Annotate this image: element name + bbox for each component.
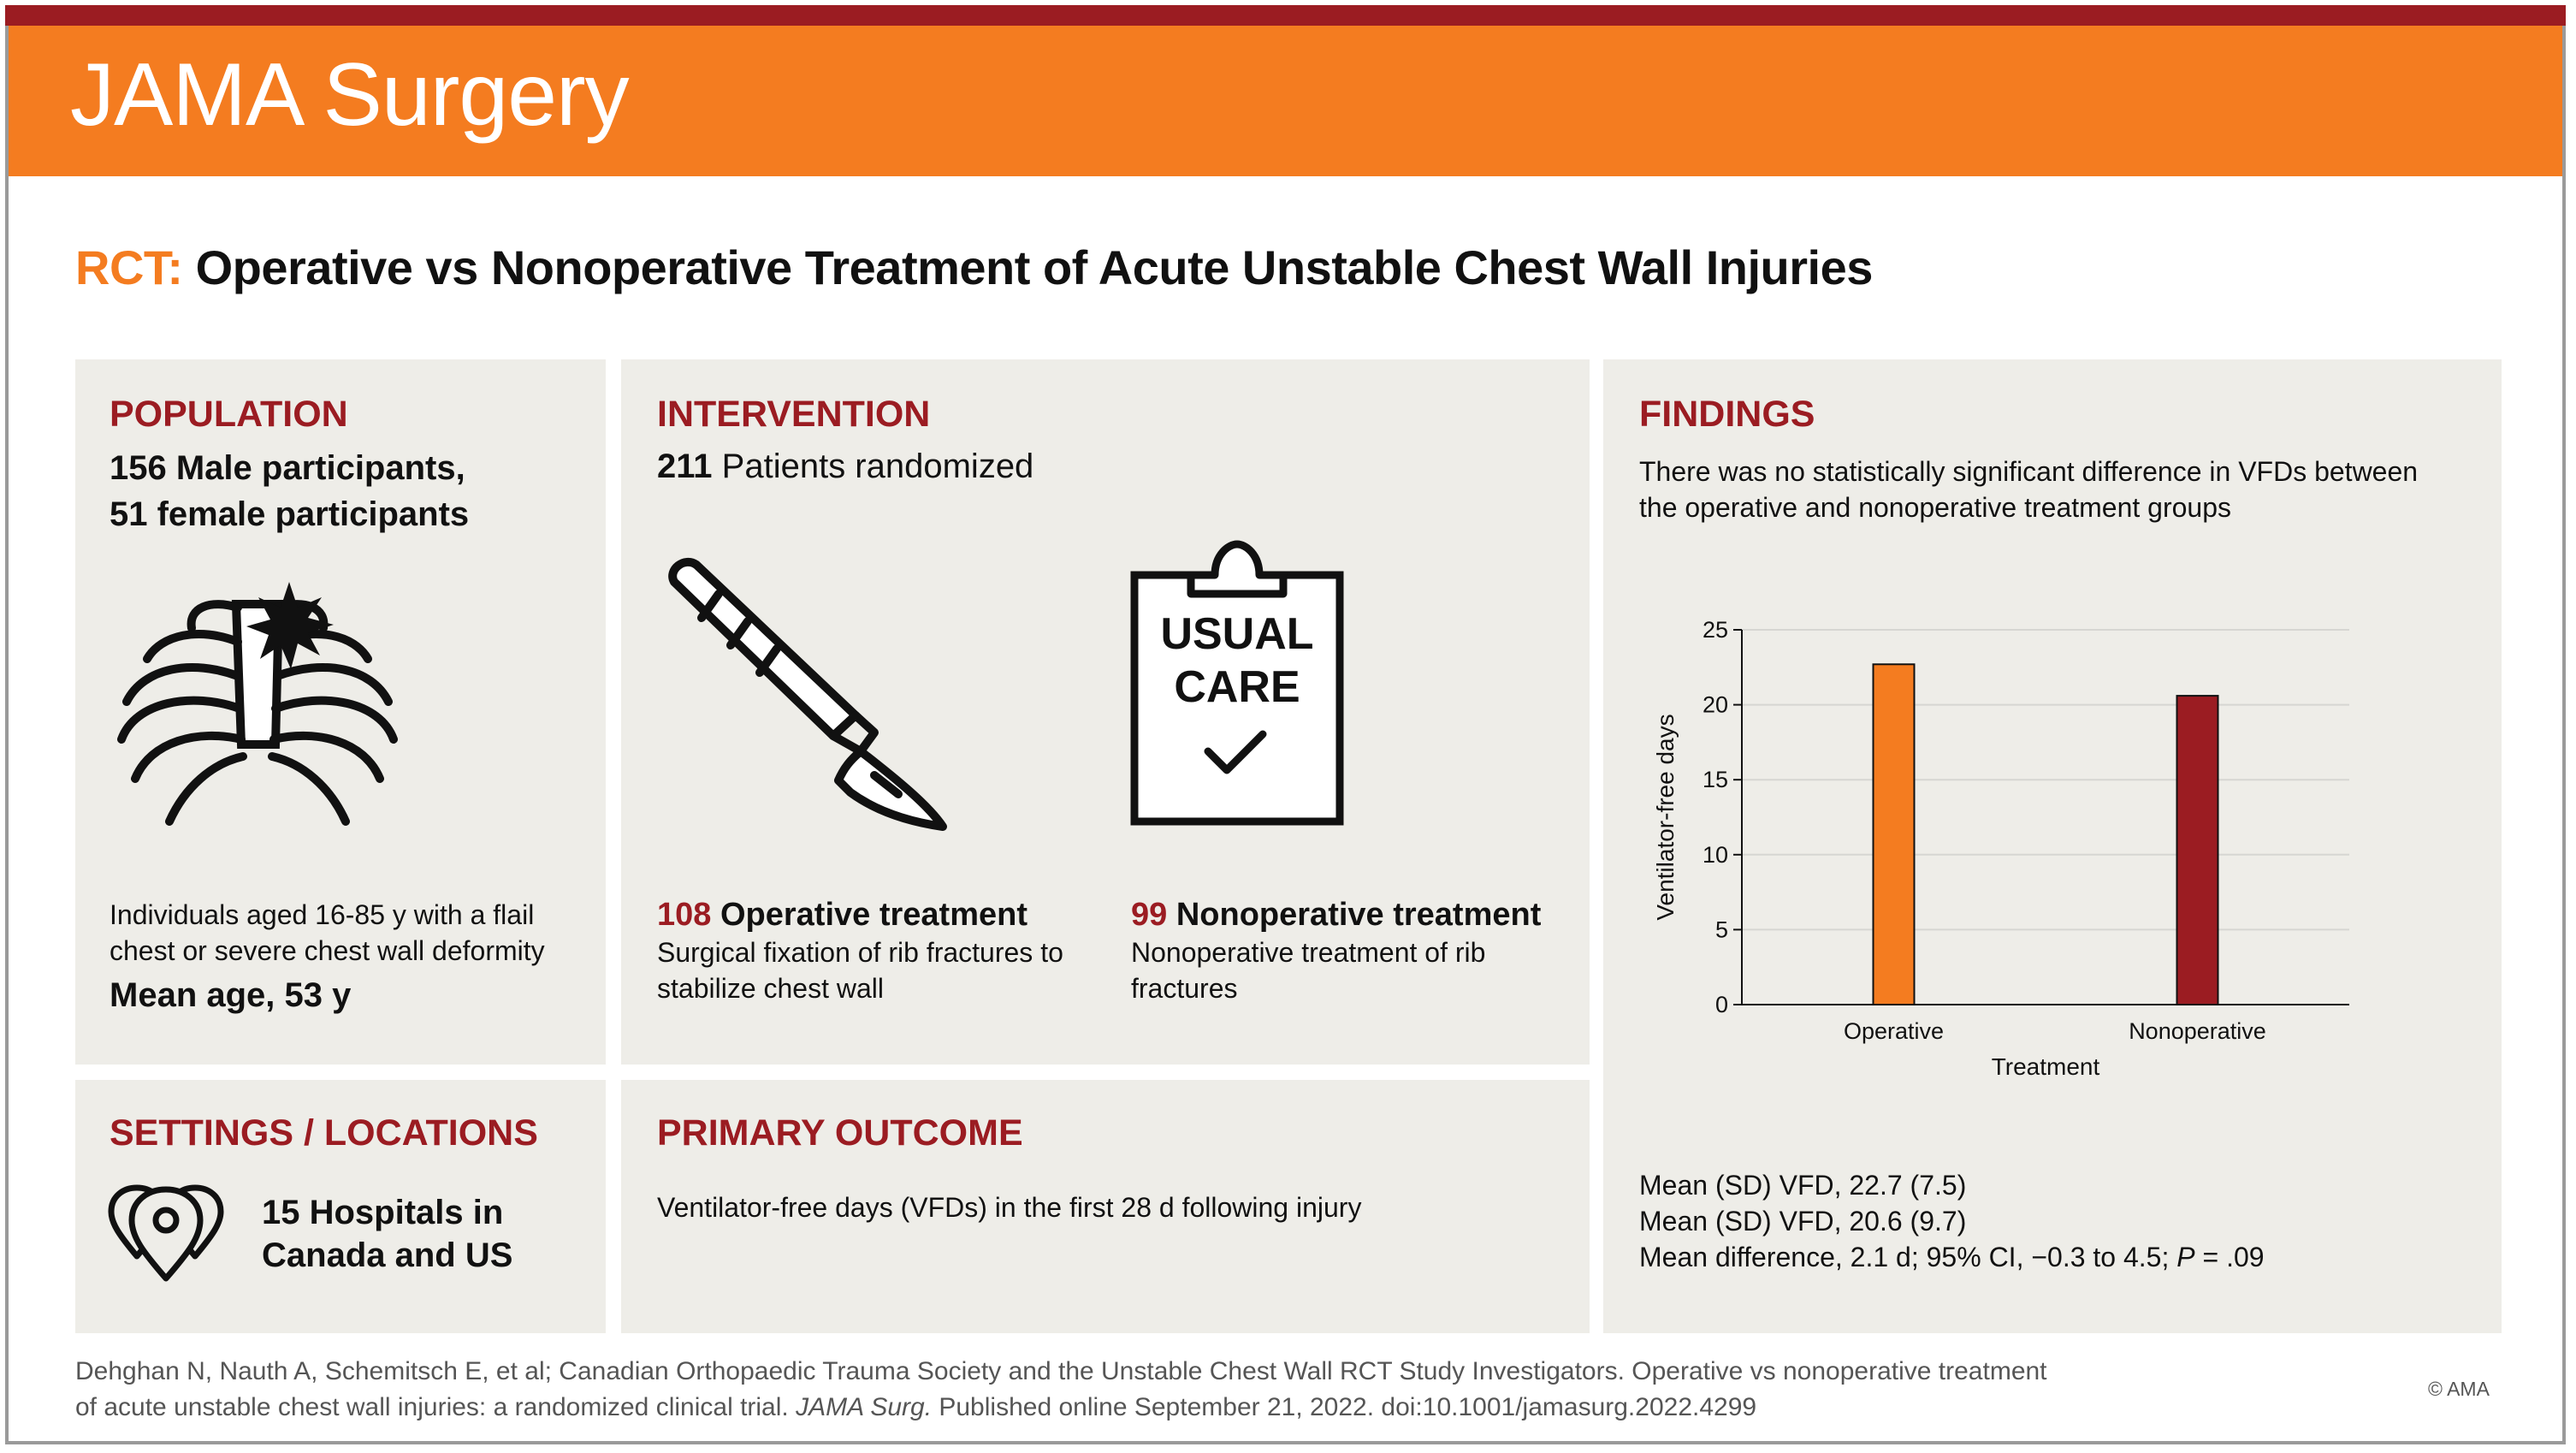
stat3-p: P <box>2176 1242 2195 1272</box>
findings-stat-2: Mean (SD) VFD, 20.6 (9.7) <box>1639 1206 1967 1237</box>
citation-line-2: of acute unstable chest wall injuries: a… <box>75 1390 2047 1426</box>
intervention-heading: INTERVENTION <box>657 394 931 435</box>
population-heading: POPULATION <box>110 394 348 435</box>
randomized-label: Patients randomized <box>721 448 1034 485</box>
randomized-count: 211 <box>657 448 713 485</box>
copyright: © AMA <box>2428 1378 2490 1400</box>
scalpel-icon <box>668 557 947 831</box>
outcome-desc: Ventilator-free days (VFDs) in the first… <box>657 1192 1362 1223</box>
location-pins-icon <box>108 1184 224 1282</box>
operative-label: 108 Operative treatment <box>657 897 1027 933</box>
header-banner <box>9 26 2562 176</box>
title-text: Operative vs Nonoperative Treatment of A… <box>195 240 1874 294</box>
citation-line-2-post: Published online September 21, 2022. doi… <box>932 1393 1757 1421</box>
findings-heading: FINDINGS <box>1639 394 1815 435</box>
y-tick-label: 25 <box>1703 617 1728 643</box>
vfd-bar-chart: 0 5 10 15 20 25 Operative Nonoperative Treatment… <box>1652 617 2349 1080</box>
care-text: CARE <box>1174 662 1300 712</box>
findings-stat-1: Mean (SD) VFD, 22.7 (7.5) <box>1639 1170 1967 1201</box>
nonoperative-desc-1: Nonoperative treatment of rib <box>1131 937 1486 968</box>
journal-title: JAMA Surgery <box>70 45 630 145</box>
operative-desc-1: Surgical fixation of rib fractures to <box>657 937 1063 968</box>
stat3-pre: Mean difference, 2.1 d; 95% CI, −0.3 to … <box>1639 1242 2177 1272</box>
y-tick-label: 20 <box>1703 692 1728 718</box>
population-desc-2: chest or severe chest wall deformity <box>110 935 545 966</box>
findings-desc-1: There was no statistically significant d… <box>1639 456 2419 487</box>
stat3-post: = .09 <box>2194 1242 2265 1272</box>
population-male: 156 Male participants, <box>110 449 465 487</box>
usual-text: USUAL <box>1160 609 1313 659</box>
clipboard-icon: USUAL CARE <box>1130 540 1344 826</box>
population-desc-1: Individuals aged 16-85 y with a flail <box>110 899 535 930</box>
nonoperative-count: 99 <box>1131 897 1168 933</box>
top-stripe <box>5 5 2566 26</box>
population-female: 51 female participants <box>110 495 470 533</box>
operative-count: 108 <box>657 897 712 933</box>
outcome-heading: PRIMARY OUTCOME <box>657 1112 1023 1154</box>
intervention-panel <box>621 359 1590 1065</box>
y-tick-label: 0 <box>1715 992 1728 1017</box>
x-tick-label: Operative <box>1844 1018 1944 1044</box>
y-tick-label: 5 <box>1715 916 1728 942</box>
nonoperative-desc-2: fractures <box>1131 973 1238 1004</box>
bar-nonoperative <box>2176 695 2219 1005</box>
operative-desc-2: stabilize chest wall <box>657 973 884 1004</box>
bar-operative <box>1872 663 1916 1006</box>
citation-line-2-pre: of acute unstable chest wall injuries: a… <box>75 1393 796 1421</box>
x-tick-label: Nonoperative <box>2129 1018 2266 1044</box>
nonoperative-label-text: Nonoperative treatment <box>1175 897 1542 933</box>
operative-label-text: Operative treatment <box>720 897 1027 933</box>
page-title: RCT: Operative vs Nonoperative Treatment… <box>75 240 1873 295</box>
y-tick-label: 15 <box>1703 767 1728 792</box>
findings-desc-2: the operative and nonoperative treatment… <box>1639 492 2232 523</box>
title-prefix: RCT: <box>75 240 183 294</box>
settings-line-2: Canada and US <box>262 1237 513 1274</box>
citation-line-1: Dehghan N, Nauth A, Schemitsch E, et al;… <box>75 1357 2047 1385</box>
y-tick-label: 10 <box>1703 842 1728 868</box>
citation: Dehghan N, Nauth A, Schemitsch E, et al;… <box>75 1354 2047 1426</box>
ribcage-icon <box>117 582 398 826</box>
x-axis-label: Treatment <box>1992 1053 2100 1080</box>
findings-stat-3: Mean difference, 2.1 d; 95% CI, −0.3 to … <box>1639 1239 2265 1275</box>
nonoperative-label: 99 Nonoperative treatment <box>1131 897 1541 933</box>
outcome-panel <box>621 1080 1590 1333</box>
settings-heading: SETTINGS / LOCATIONS <box>110 1112 538 1154</box>
population-panel <box>75 359 606 1065</box>
population-mean-age: Mean age, 53 y <box>110 976 352 1014</box>
findings-panel <box>1603 359 2502 1333</box>
randomized-line: 211 Patients randomized <box>657 448 1033 484</box>
citation-journal: JAMA Surg. <box>796 1393 933 1421</box>
settings-line-1: 15 Hospitals in <box>262 1194 504 1231</box>
y-axis-label: Ventilator-free days <box>1652 714 1679 920</box>
